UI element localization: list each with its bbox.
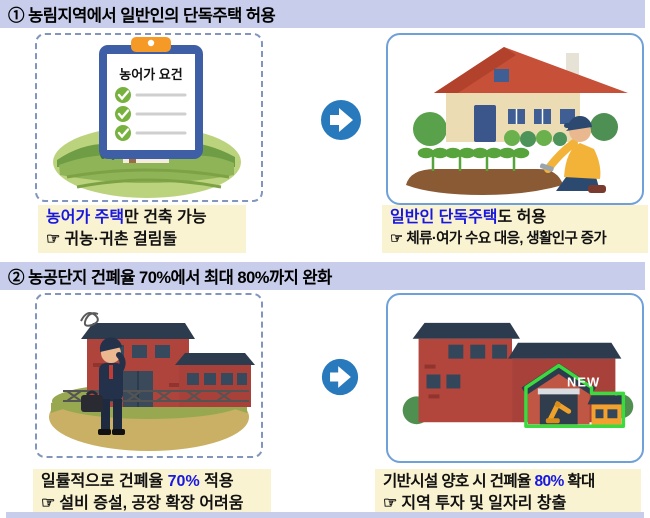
arrow-right-icon <box>320 99 362 141</box>
caption-highlight: 농어가 주택 <box>46 209 125 226</box>
section2-before-caption: 일률적으로 건폐율 70% 적용 ☞ 설비 증설, 공장 확장 어려움 <box>33 469 271 517</box>
section1-before-caption: 농어가 주택만 건축 가능 ☞ 귀농·귀촌 걸림돌 <box>38 205 246 253</box>
section1-after-panel <box>386 33 644 205</box>
businessman-figure <box>80 312 126 435</box>
clipboard-title: 농어가 요건 <box>119 67 182 82</box>
section2-header-text: ② 농공단지 건폐율 70%에서 최대 80%까지 완화 <box>8 269 332 287</box>
caption-line-main: 일반인 단독주택도 허용 <box>390 209 547 226</box>
new-badge: NEW <box>567 374 600 389</box>
section1-header: ① 농림지역에서 일반인의 단독주택 허용 <box>0 0 645 28</box>
factory-expansion-illustration: NEW <box>402 322 634 428</box>
caption-highlight: 80% <box>534 473 564 490</box>
gardener-figure <box>539 115 606 193</box>
section1-after-caption: 일반인 단독주택도 허용 ☞ 체류·여가 수요 대응, 생활인구 증가 <box>382 205 648 253</box>
caption-highlight: 일반인 단독주택 <box>390 209 498 226</box>
caption-line-main: 기반시설 양호 시 건폐율 80% 확대 <box>383 473 595 490</box>
section2-after-panel: NEW <box>386 293 644 463</box>
confusion-scribble <box>80 312 99 327</box>
caption-line-note: ☞ 설비 증설, 공장 확장 어려움 <box>41 494 244 512</box>
section2-after-caption: 기반시설 양호 시 건폐율 80% 확대 ☞ 지역 투자 및 일자리 창출 <box>375 469 641 517</box>
section2-header: ② 농공단지 건폐율 70%에서 최대 80%까지 완화 <box>0 262 645 290</box>
farm-checklist-illustration: 농어가 요건 <box>53 37 241 198</box>
factory-businessman-illustration <box>49 312 255 451</box>
pointing-hand-icon: ☞ <box>46 230 61 248</box>
pointing-hand-icon: ☞ <box>383 494 398 512</box>
section1-header-text: ① 농림지역에서 일반인의 단독주택 허용 <box>8 7 276 25</box>
expansion-outline <box>524 363 626 428</box>
section2-before-panel <box>35 293 263 458</box>
caption-line-main: 일률적으로 건폐율 70% 적용 <box>41 473 234 490</box>
pointing-hand-icon: ☞ <box>41 494 56 512</box>
caption-line-note: ☞ 지역 투자 및 일자리 창출 <box>383 494 567 512</box>
arrow-right-icon <box>321 358 359 396</box>
pointing-hand-icon: ☞ <box>390 230 403 247</box>
caption-line-main: 농어가 주택만 건축 가능 <box>46 209 207 226</box>
new-expansion-area: NEW <box>521 363 626 428</box>
caption-highlight: 70% <box>167 473 200 490</box>
section1-before-panel: 농어가 요건 <box>35 33 263 202</box>
next-section-band <box>6 512 644 518</box>
checklist-rows <box>115 87 187 141</box>
caption-line-note: ☞ 귀농·귀촌 걸림돌 <box>46 230 178 248</box>
house-gardening-illustration <box>406 47 628 195</box>
caption-line-note: ☞ 체류·여가 수요 대응, 생활인구 증가 <box>390 230 607 247</box>
